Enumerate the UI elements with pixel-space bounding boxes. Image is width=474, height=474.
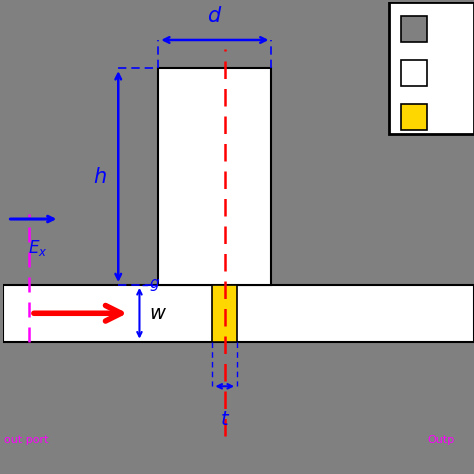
Bar xyxy=(401,16,427,42)
Bar xyxy=(158,68,272,285)
Text: $h$: $h$ xyxy=(92,167,107,187)
Bar xyxy=(212,285,237,342)
Bar xyxy=(3,285,474,342)
Text: $w$: $w$ xyxy=(149,304,167,323)
Bar xyxy=(401,60,427,85)
Text: $t$: $t$ xyxy=(219,410,230,429)
Text: out port: out port xyxy=(4,436,49,446)
Text: $g$: $g$ xyxy=(149,277,160,293)
Text: $E_x$: $E_x$ xyxy=(28,238,48,258)
Bar xyxy=(389,2,474,134)
Bar xyxy=(401,104,427,129)
Text: $d$: $d$ xyxy=(207,6,222,26)
Text: Outp: Outp xyxy=(428,436,455,446)
